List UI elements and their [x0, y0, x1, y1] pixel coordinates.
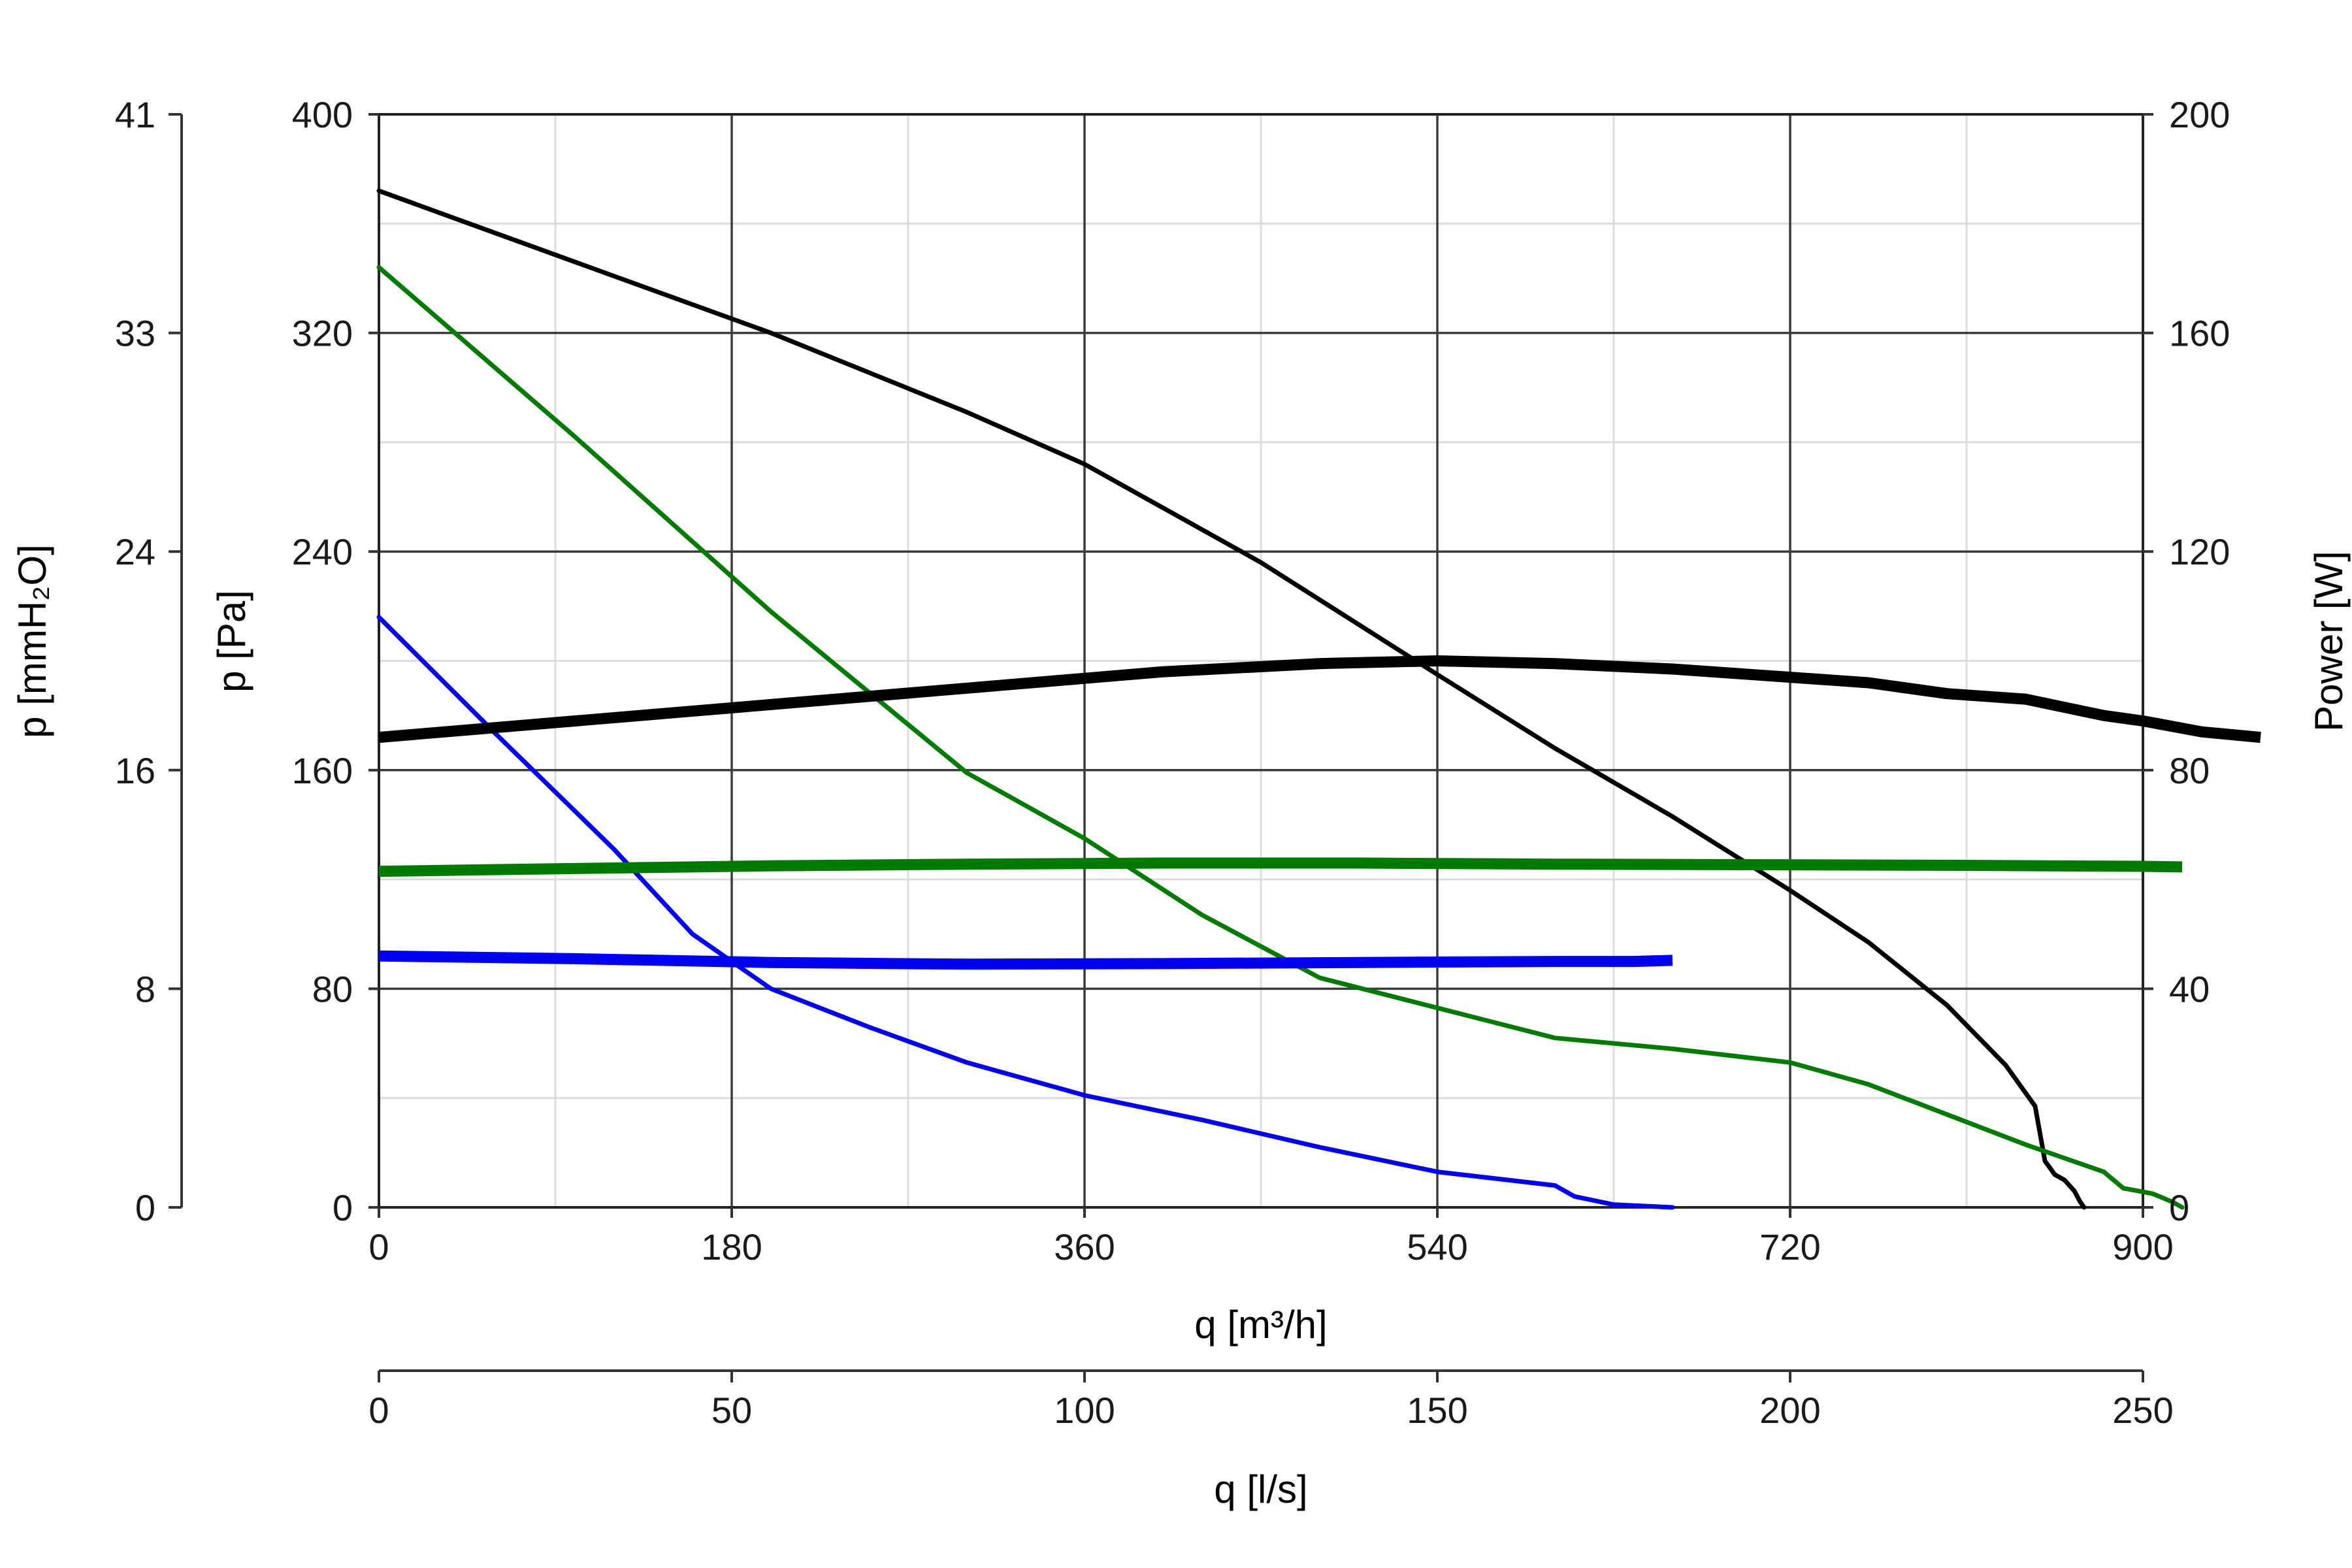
x-tick-label: 720: [1759, 1226, 1820, 1267]
green-pressure-curve: [376, 265, 2185, 1210]
y2-tick-label: 0: [2169, 1187, 2189, 1228]
label-layer: 0 180 360 540 720 900080160240320400040801201…: [115, 94, 2230, 1431]
y2-tick-label: 160: [2169, 313, 2230, 354]
x2-axis-title: q [l/s]: [1214, 1467, 1307, 1511]
x-tick-label: 0: [368, 1226, 389, 1267]
y-tick-label: 240: [292, 531, 353, 572]
x-tick-label: 540: [1407, 1226, 1467, 1267]
x2-tick-label: 150: [1407, 1390, 1467, 1431]
tick-layer: [169, 113, 2153, 1382]
x-axis-title: q [m³/h]: [1194, 1303, 1327, 1347]
black-pressure-curve: [376, 188, 2087, 1210]
y-tick-label: 400: [292, 94, 353, 135]
blue-pressure-curve: [376, 615, 1675, 1210]
series-layer: [376, 188, 2261, 1210]
mmh2o-tick-label: 33: [115, 313, 155, 354]
x2-tick-label: 100: [1054, 1390, 1115, 1431]
mmh2o-axis-title: p [mmH₂O]: [10, 544, 54, 738]
minor-grid: [379, 114, 2143, 1207]
x-tick-label: 180: [701, 1226, 762, 1267]
y2-tick-label: 200: [2169, 94, 2230, 135]
mmh2o-tick-label: 16: [115, 750, 155, 791]
power-axis-title: Power [W]: [2307, 551, 2351, 732]
y-tick-label: 320: [292, 313, 353, 354]
y2-tick-label: 80: [2169, 750, 2210, 791]
y-axis-title: p [Pa]: [210, 590, 253, 693]
blue-power-curve: [378, 950, 1673, 970]
x-tick-label: 360: [1054, 1226, 1115, 1267]
mmh2o-tick-label: 8: [135, 968, 155, 1009]
x2-tick-label: 250: [2112, 1390, 2173, 1431]
plot-frame: [378, 113, 2144, 1209]
y2-tick-label: 120: [2169, 531, 2230, 572]
y-tick-label: 80: [312, 968, 353, 1009]
mmh2o-tick-label: 0: [135, 1187, 155, 1228]
x2-tick-label: 50: [711, 1390, 752, 1431]
y-tick-label: 0: [333, 1187, 353, 1228]
black-power-curve: [378, 655, 2261, 743]
mmh2o-tick-label: 41: [115, 94, 155, 135]
y-tick-label: 160: [292, 750, 353, 791]
mmh2o-tick-label: 24: [115, 531, 155, 572]
y2-tick-label: 40: [2169, 968, 2210, 1009]
x2-tick-label: 200: [1759, 1390, 1820, 1431]
green-power-curve: [378, 857, 2183, 877]
x-tick-label: 900: [2112, 1226, 2173, 1267]
x2-tick-label: 0: [368, 1390, 389, 1431]
